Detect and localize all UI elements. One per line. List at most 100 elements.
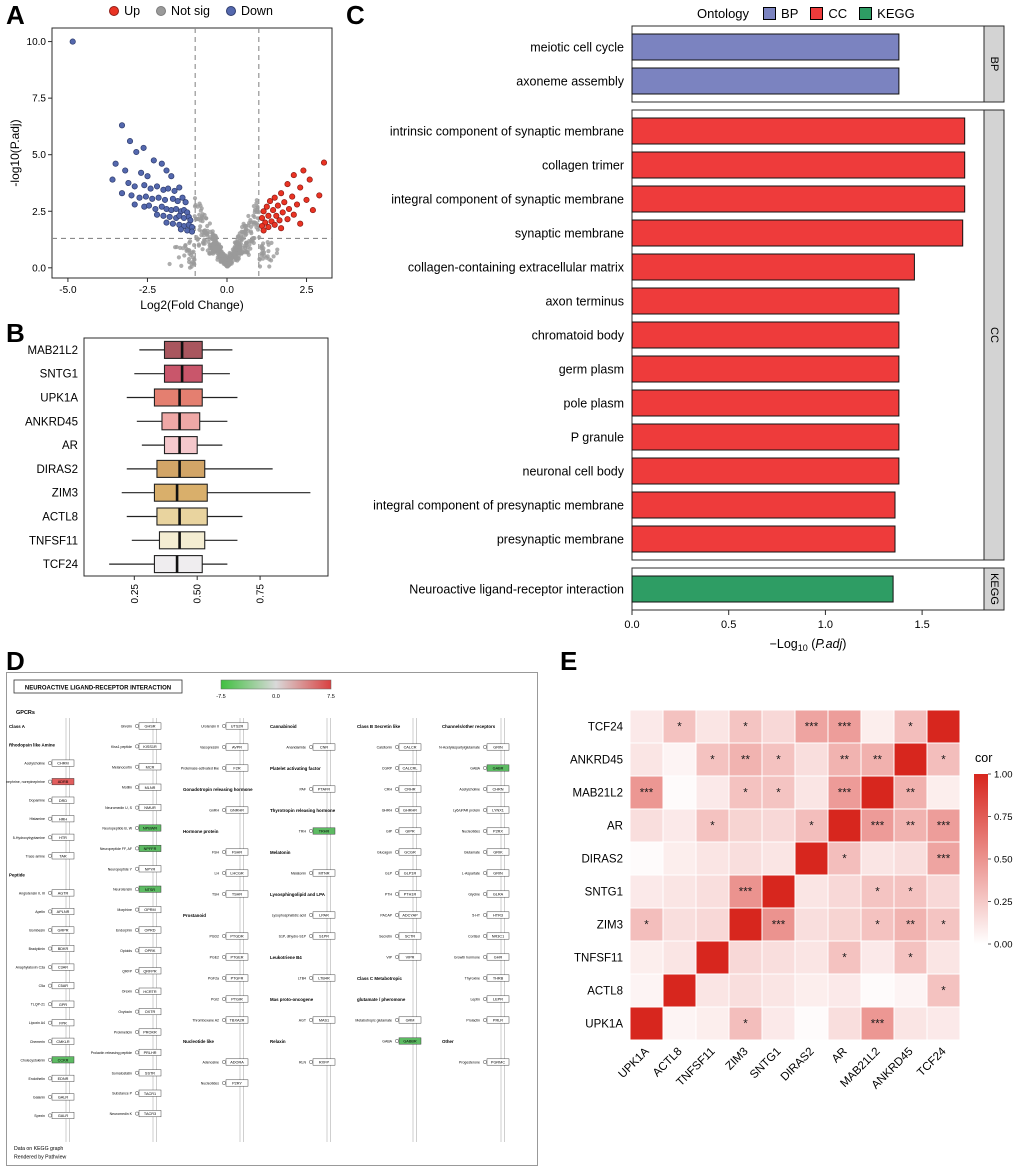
svg-text:N-Acetylaspartylglutamate: N-Acetylaspartylglutamate — [439, 746, 480, 750]
heatmap-cell — [728, 874, 763, 909]
svg-text:PRLHR: PRLHR — [144, 1051, 157, 1055]
svg-text:Glycine: Glycine — [468, 893, 480, 897]
volcano-points-down — [69, 38, 196, 235]
svg-text:*: * — [908, 953, 913, 965]
heatmap-cell — [662, 775, 697, 810]
svg-text:Neuropeptide FF, AF: Neuropeptide FF, AF — [100, 847, 132, 851]
bar — [631, 151, 966, 179]
svg-text:*: * — [776, 788, 781, 800]
volcano-points-up — [258, 159, 328, 234]
heatmap-cell — [827, 841, 862, 876]
bar — [631, 117, 966, 145]
svg-text:TRH: TRH — [299, 830, 307, 834]
heatmap-cell — [662, 874, 697, 909]
heatmap-cell — [761, 940, 796, 975]
svg-text:Calcitonin: Calcitonin — [377, 746, 392, 750]
heatmap-cell — [728, 841, 763, 876]
svg-text:*: * — [908, 722, 913, 734]
svg-text:CRHR: CRHR — [405, 788, 416, 792]
svg-text:FSHR: FSHR — [232, 851, 243, 855]
bar — [631, 185, 966, 213]
gene-box-NPYR — [138, 865, 162, 873]
svg-text:OPRK: OPRK — [145, 949, 156, 953]
gene-box-UTS2R — [225, 722, 249, 730]
svg-text:CMKLR: CMKLR — [56, 1040, 70, 1044]
svg-text:*: * — [941, 986, 946, 998]
svg-text:2.5: 2.5 — [32, 207, 46, 218]
svg-text:2.5: 2.5 — [300, 285, 314, 296]
svg-text:Acetylcholine: Acetylcholine — [459, 788, 480, 792]
svg-text:C5AR: C5AR — [58, 984, 68, 988]
svg-text:1.5: 1.5 — [914, 619, 929, 631]
svg-text:EDNR: EDNR — [58, 1077, 69, 1081]
svg-text:PGD2: PGD2 — [209, 935, 219, 939]
heatmap-cell — [860, 973, 895, 1008]
gene-box-MLNR — [138, 783, 162, 791]
heatmap-cell — [794, 709, 829, 744]
gene-box-TACR3 — [138, 1110, 162, 1118]
heatmap-cell — [926, 907, 961, 942]
heatmap-cell — [629, 775, 664, 810]
gene-box-CALCRL — [398, 764, 422, 772]
svg-text:TCF24: TCF24 — [588, 722, 624, 734]
svg-text:LPAR: LPAR — [319, 914, 329, 918]
heatmap-cell — [629, 808, 664, 843]
svg-text:Data on KEGG graph: Data on KEGG graph — [14, 1146, 63, 1152]
svg-text:0.5: 0.5 — [721, 619, 736, 631]
svg-text:pole plasm: pole plasm — [564, 397, 624, 411]
svg-text:HTR3: HTR3 — [493, 914, 503, 918]
volcano-legend: Up Not sig Down — [46, 4, 336, 18]
svg-text:Rhodopsin like Amine: Rhodopsin like Amine — [9, 743, 56, 748]
gene-box-OPRD — [138, 926, 162, 934]
gene-box-GCGR — [398, 848, 422, 856]
svg-text:KISS1R: KISS1R — [143, 745, 157, 749]
svg-text:ACTL8: ACTL8 — [42, 512, 78, 524]
svg-text:Other: Other — [442, 1039, 454, 1044]
gene-box-FPR — [51, 1019, 75, 1027]
heatmap-cell — [893, 841, 928, 876]
svg-text:PGE2: PGE2 — [210, 956, 219, 960]
heatmap-cell — [695, 709, 730, 744]
ontology-legend-item-cc: CC — [810, 6, 847, 21]
svg-text:PTGDR: PTGDR — [230, 935, 244, 939]
heatmap-cell — [662, 1006, 697, 1041]
svg-text:intrinsic component of synapti: intrinsic component of synaptic membrane — [390, 125, 624, 139]
svg-text:Neuropeptide B, W: Neuropeptide B, W — [102, 827, 132, 831]
heatmap-cell — [629, 874, 664, 909]
svg-text:PTGER: PTGER — [230, 956, 243, 960]
svg-text:Ly6/uPAR protein: Ly6/uPAR protein — [453, 809, 480, 813]
svg-text:TLQP-21: TLQP-21 — [31, 1003, 45, 1007]
svg-text:GRIK: GRIK — [493, 851, 503, 855]
svg-text:RXFP: RXFP — [319, 1061, 330, 1065]
svg-text:S1PR: S1PR — [319, 935, 329, 939]
gene-box-MAS1 — [312, 1016, 336, 1024]
svg-text:HTR: HTR — [59, 836, 67, 840]
heatmap-cell — [662, 907, 697, 942]
svg-text:0.25: 0.25 — [994, 897, 1013, 908]
gene-box-AGTR — [51, 889, 75, 897]
svg-text:AR: AR — [830, 1046, 850, 1066]
gene-box-SSTR — [138, 1069, 162, 1077]
svg-text:Neurotensin: Neurotensin — [113, 888, 132, 892]
svg-text:*: * — [842, 854, 847, 866]
svg-text:Angiotensin II, III: Angiotensin II, III — [19, 891, 45, 895]
svg-text:UPK1A: UPK1A — [40, 393, 78, 405]
svg-text:synaptic membrane: synaptic membrane — [515, 227, 624, 241]
heatmap-cell — [761, 808, 796, 843]
heatmap-cell — [728, 940, 763, 975]
gene-box-DRD — [51, 796, 75, 804]
svg-text:GABBR: GABBR — [403, 1040, 417, 1044]
svg-text:neuronal cell body: neuronal cell body — [523, 465, 625, 479]
heatmap-cell — [893, 907, 928, 942]
svg-text:UTS2R: UTS2R — [231, 725, 244, 729]
ontology-legend-label-cc: CC — [828, 6, 848, 21]
svg-text:SNTG1: SNTG1 — [40, 369, 78, 381]
gene-box-ADCYAP — [398, 911, 422, 919]
svg-text:10.0: 10.0 — [27, 37, 47, 48]
svg-text:Ghrelin: Ghrelin — [121, 725, 132, 729]
heatmap-cell — [860, 709, 895, 744]
heatmap-cell — [728, 808, 763, 843]
ontology-legend-label-kegg: KEGG — [877, 6, 915, 21]
svg-text:TNFSF11: TNFSF11 — [574, 953, 623, 965]
gene-box-RXFP — [312, 1058, 336, 1066]
